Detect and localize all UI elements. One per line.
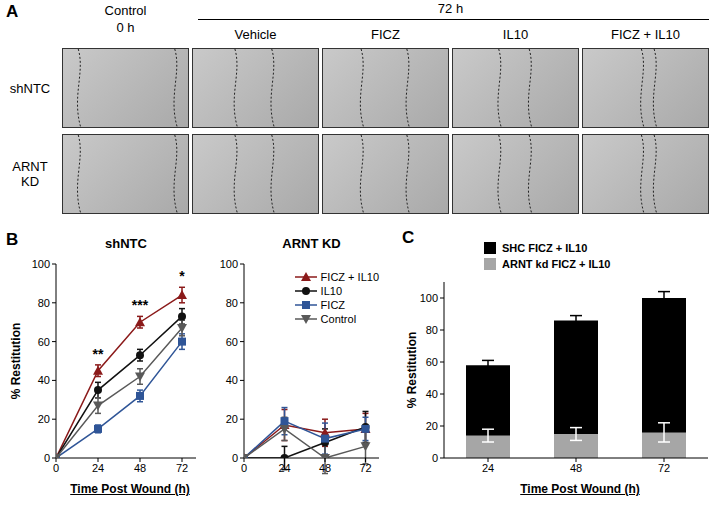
svg-text:0: 0 [232,452,238,464]
html-text:shNTC: shNTC [105,236,147,251]
html-text:Control: Control [104,3,147,18]
svg-text:24: 24 [278,462,290,474]
html-text:IL10: IL10 [320,285,342,297]
svg-text:**: ** [93,346,104,362]
svg-text:72: 72 [658,462,670,474]
html-text:A: A [6,2,19,21]
html-text:shNTC: shNTC [9,80,51,96]
svg-text:20: 20 [226,413,238,425]
svg-text:0: 0 [44,452,50,464]
svg-text:72: 72 [359,462,371,474]
html-text:Time Post Wound (h): Time Post Wound (h) [70,482,190,496]
svg-text:100: 100 [420,292,438,304]
svg-text:0: 0 [241,462,247,474]
html-text:% Restitution: % Restitution [405,331,419,409]
html-text:72 h: 72 h [437,1,464,16]
html-text:ARNT KD: ARNT KD [12,159,48,189]
svg-text:20: 20 [426,420,438,432]
svg-text:0: 0 [432,452,438,464]
svg-text:48: 48 [134,462,146,474]
html-text:% Restitution: % Restitution [9,322,23,400]
svg-text:80: 80 [226,297,238,309]
html-text:Vehicle: Vehicle [234,27,277,42]
svg-text:100: 100 [32,258,50,270]
svg-text:0: 0 [53,462,59,474]
html-text:ARNT KD: ARNT KD [282,236,341,251]
svg-text:40: 40 [426,388,438,400]
svg-text:48: 48 [319,462,331,474]
html-text:FICZ + IL10: FICZ + IL10 [611,27,680,42]
svg-text:24: 24 [92,462,104,474]
html-text:FICZ: FICZ [320,299,346,311]
svg-text:72: 72 [176,462,188,474]
html-text:0 h: 0 h [116,20,135,35]
svg-text:48: 48 [570,462,582,474]
html-text:SHC FICZ + IL10: SHC FICZ + IL10 [502,242,588,254]
svg-text:60: 60 [226,336,238,348]
html-text:IL10: IL10 [502,27,529,42]
html-text:FICZ: FICZ [371,27,400,42]
svg-text:60: 60 [426,356,438,368]
svg-text:60: 60 [38,336,50,348]
svg-text:40: 40 [38,374,50,386]
svg-text:20: 20 [38,413,50,425]
svg-text:100: 100 [220,258,238,270]
svg-text:80: 80 [38,297,50,309]
svg-text:80: 80 [426,324,438,336]
html-text:Control: Control [320,313,357,325]
svg-text:*: * [179,268,185,284]
svg-text:24: 24 [482,462,494,474]
svg-text:40: 40 [226,374,238,386]
html-text:B: B [6,230,19,249]
html-text:C: C [402,228,415,247]
html-text:Time Post Wound (h): Time Post Wound (h) [520,482,640,496]
svg-text:***: *** [132,297,149,313]
html-text:FICZ + IL10: FICZ + IL10 [320,271,379,283]
html-text:ARNT kd FICZ + IL10: ARNT kd FICZ + IL10 [502,258,611,270]
